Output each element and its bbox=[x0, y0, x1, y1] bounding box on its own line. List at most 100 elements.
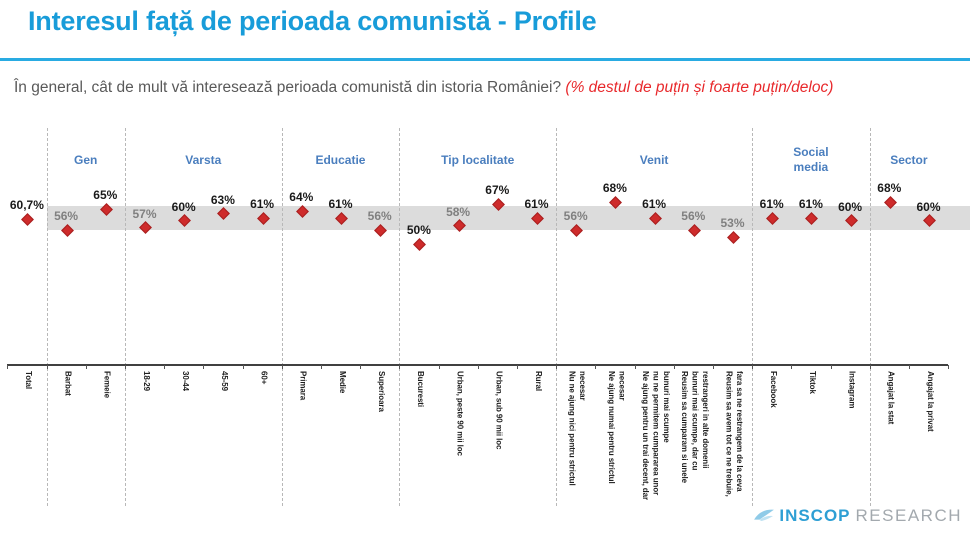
survey-question-note: (% destul de puțin și foarte puțin/deloc… bbox=[565, 79, 834, 96]
point-value-label: 61% bbox=[328, 197, 353, 212]
group-label-varsta: Varsta bbox=[185, 152, 222, 167]
group-separator-line bbox=[752, 128, 754, 506]
axis-tick-mark bbox=[634, 365, 636, 369]
axis-category-label: Rural bbox=[533, 371, 543, 391]
group-separator-line bbox=[869, 128, 871, 506]
title-divider bbox=[0, 58, 970, 61]
axis-tick-mark bbox=[399, 365, 401, 369]
axis-tick-mark bbox=[673, 365, 675, 369]
axis-category-label: Superioara bbox=[376, 371, 386, 412]
axis-category-label: Facebook bbox=[768, 371, 778, 408]
axis-tick-mark bbox=[203, 365, 205, 369]
axis-tick-mark bbox=[85, 365, 87, 369]
group-label-sector: Sector bbox=[890, 152, 928, 167]
axis-tick-mark bbox=[556, 365, 558, 369]
axis-tick-mark bbox=[830, 365, 832, 369]
group-label-gen: Gen bbox=[74, 152, 98, 167]
survey-question-text: În general, cât de mult vă interesează p… bbox=[14, 79, 566, 96]
point-value-label: 67% bbox=[485, 183, 510, 198]
inscop-logo-text: INSCOP bbox=[779, 506, 851, 525]
axis-category-label: Urban, peste 90 mii loc bbox=[455, 371, 465, 456]
point-value-label: 50% bbox=[406, 223, 431, 238]
axis-tick-mark bbox=[516, 365, 518, 369]
point-value-label: 53% bbox=[720, 216, 745, 231]
group-label-venit: Venit bbox=[639, 152, 669, 167]
axis-tick-mark bbox=[46, 365, 48, 369]
axis-category-label: 18-29 bbox=[141, 371, 151, 391]
axis-tick-mark bbox=[242, 365, 244, 369]
axis-tick-mark bbox=[477, 365, 479, 369]
axis-tick-mark bbox=[320, 365, 322, 369]
group-separator-line bbox=[399, 128, 401, 506]
axis-category-label: Total bbox=[24, 371, 34, 390]
axis-tick-mark bbox=[438, 365, 440, 369]
axis-category-label: Reusim sa cumparam si unele bunuri mai s… bbox=[680, 371, 711, 484]
point-value-label: 61% bbox=[642, 197, 667, 212]
group-label-tip-localitate: Tip localitate bbox=[441, 152, 515, 167]
point-value-label: 60% bbox=[838, 199, 863, 214]
point-value-label: 57% bbox=[132, 206, 157, 221]
reference-band bbox=[46, 206, 970, 230]
axis-category-label: Tiktok bbox=[808, 371, 818, 394]
point-value-label: 68% bbox=[877, 181, 902, 195]
point-value-label: 61% bbox=[798, 197, 823, 212]
point-value-label: 63% bbox=[210, 192, 235, 207]
point-value-label: 61% bbox=[524, 197, 549, 212]
axis-category-label: Urban, sub 90 mii loc bbox=[494, 371, 504, 450]
axis-category-label: Barbat bbox=[63, 371, 73, 396]
axis-category-label: Primara bbox=[298, 371, 308, 401]
axis-tick-mark bbox=[360, 365, 362, 369]
axis-category-label: Instagram bbox=[847, 371, 857, 409]
group-separator-line bbox=[281, 128, 283, 506]
axis-category-label: Reusim sa avem tot ce ne trebuie, fara s… bbox=[724, 371, 745, 497]
group-separator-line bbox=[556, 128, 558, 506]
axis-tick-mark bbox=[791, 365, 793, 369]
axis-category-label: 30-44 bbox=[180, 371, 190, 391]
group-label-educatie: Educatie bbox=[315, 152, 366, 167]
point-value-label: 58% bbox=[446, 204, 471, 219]
point-value-label: 64% bbox=[289, 190, 314, 205]
axis-tick-mark bbox=[595, 365, 597, 369]
axis-tick-mark bbox=[7, 365, 9, 369]
axis-tick-mark bbox=[869, 365, 871, 369]
point-value-label: 56% bbox=[367, 209, 392, 224]
inscop-logo-suffix: RESEARCH bbox=[855, 506, 962, 525]
axis-category-label: Medie bbox=[337, 371, 347, 394]
axis-category-label: Nu ne ajung nici pentru strictul necesar bbox=[567, 371, 588, 486]
x-axis-line bbox=[7, 364, 949, 366]
axis-tick-mark bbox=[164, 365, 166, 369]
group-label-social-media: Social media bbox=[793, 145, 829, 174]
axis-tick-mark bbox=[712, 365, 714, 369]
axis-tick-mark bbox=[124, 365, 126, 369]
point-value-label: 56% bbox=[681, 209, 706, 224]
axis-category-label: Angajat la privat bbox=[925, 371, 935, 432]
axis-category-label: Ne ajung numai pentru strictul necesar bbox=[606, 371, 627, 484]
point-marker bbox=[21, 212, 35, 226]
axis-category-label: 60+ bbox=[259, 371, 269, 385]
axis-category-label: Bucuresti bbox=[416, 371, 426, 407]
group-separator-line bbox=[124, 128, 126, 506]
axis-category-label: Ne ajung pentru un trai decent, dar nu n… bbox=[640, 371, 671, 500]
axis-tick-mark bbox=[948, 365, 950, 369]
point-value-label: 61% bbox=[759, 197, 784, 212]
point-value-label: 60,7% bbox=[9, 198, 44, 213]
point-marker bbox=[413, 237, 427, 251]
survey-question: În general, cât de mult vă interesează p… bbox=[14, 79, 964, 97]
point-value-label: 68% bbox=[602, 181, 627, 195]
axis-tick-mark bbox=[752, 365, 754, 369]
point-value-label: 60% bbox=[171, 199, 196, 214]
point-value-label: 61% bbox=[250, 197, 275, 212]
group-separator-line bbox=[46, 128, 48, 506]
point-marker bbox=[727, 230, 740, 244]
axis-category-label: Angajat la stat bbox=[886, 371, 896, 425]
point-value-label: 56% bbox=[54, 209, 79, 224]
point-value-label: 65% bbox=[93, 188, 118, 203]
axis-category-label: Femeie bbox=[102, 371, 112, 398]
inscop-logo: INSCOP RESEARCH bbox=[753, 506, 962, 526]
axis-category-label: 45-59 bbox=[220, 371, 230, 391]
axis-tick-mark bbox=[281, 365, 283, 369]
axis-tick-mark bbox=[908, 365, 910, 369]
point-value-label: 60% bbox=[916, 199, 941, 214]
